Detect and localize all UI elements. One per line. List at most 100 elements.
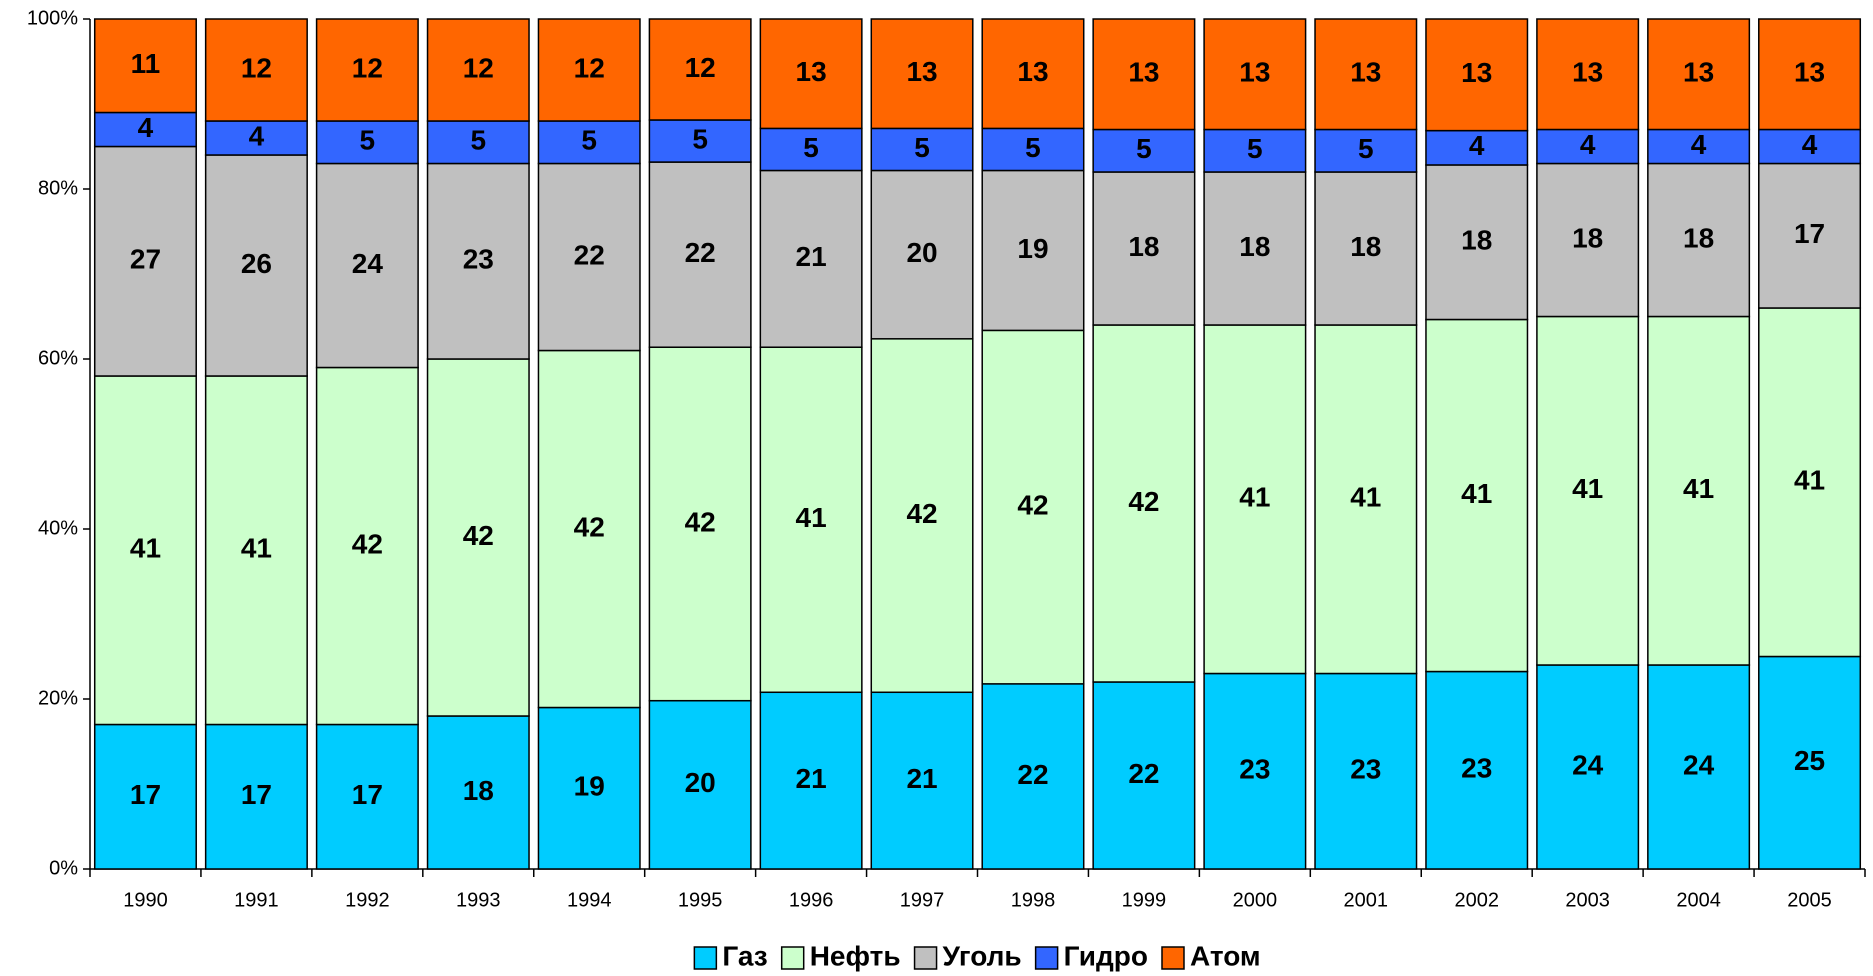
data-label: 4	[249, 120, 265, 151]
bar-segment	[1647, 664, 1751, 870]
data-label: 5	[581, 125, 597, 156]
data-label: 4	[1802, 129, 1818, 160]
x-tick-label: 1991	[234, 889, 279, 911]
data-label: 41	[1350, 482, 1381, 513]
bar-segment	[1647, 162, 1751, 318]
bar-segment	[1536, 18, 1640, 131]
bar-segment	[93, 375, 197, 726]
bar-segment	[981, 329, 1085, 685]
data-label: 4	[138, 112, 154, 143]
bar-segment	[648, 161, 752, 348]
data-label: 13	[1572, 57, 1603, 88]
data-label: 5	[1358, 133, 1374, 164]
data-label: 12	[352, 52, 383, 83]
data-label: 24	[1683, 749, 1715, 780]
bar-segment	[93, 111, 197, 148]
legend-label: Гидро	[1064, 940, 1148, 971]
data-label: 12	[685, 52, 716, 83]
data-label: 4	[1580, 129, 1596, 160]
data-label: 41	[130, 533, 161, 564]
data-label: 22	[685, 237, 716, 268]
bar-segment	[537, 162, 641, 352]
x-tick-label: 1990	[123, 889, 168, 911]
bar-segment	[426, 358, 530, 717]
bar-segment	[981, 169, 1085, 332]
legend-label: Нефть	[810, 940, 901, 971]
x-tick-label: 1997	[900, 889, 945, 911]
data-label: 11	[131, 48, 161, 79]
data-label: 18	[1461, 225, 1492, 256]
y-tick-label: 40%	[38, 517, 78, 539]
data-label: 18	[463, 775, 494, 806]
data-label: 13	[1350, 57, 1381, 88]
data-label: 19	[574, 771, 605, 802]
data-label: 18	[1683, 222, 1714, 253]
legend-swatch	[913, 946, 938, 970]
data-label: 17	[1794, 218, 1825, 249]
bar-segment	[981, 683, 1085, 870]
bar-segment	[204, 18, 308, 122]
bar-segment	[1425, 318, 1529, 673]
bar-segment	[1092, 128, 1196, 173]
bar-segment	[93, 18, 197, 114]
data-label: 21	[796, 241, 827, 272]
data-label: 17	[130, 779, 161, 810]
bar-segment	[1314, 18, 1418, 131]
x-tick-label: 1993	[456, 889, 501, 911]
data-label: 5	[914, 132, 930, 163]
bar-segment	[759, 18, 863, 130]
bar-segment	[1647, 315, 1751, 666]
data-label: 13	[1239, 57, 1270, 88]
bar-segment	[426, 162, 530, 360]
bar-segment	[981, 18, 1085, 130]
data-label: 5	[1025, 132, 1041, 163]
x-tick-label: 2003	[1565, 889, 1610, 911]
data-label: 25	[1794, 745, 1825, 776]
bar-segment	[1203, 171, 1307, 326]
data-label: 23	[1461, 753, 1492, 784]
bar-segment	[426, 18, 530, 122]
data-label: 13	[1128, 57, 1159, 88]
data-label: 12	[463, 52, 494, 83]
x-tick-label: 2002	[1454, 889, 1499, 911]
data-label: 41	[1239, 482, 1270, 513]
y-tick-label: 0%	[49, 857, 78, 879]
data-label: 22	[1017, 759, 1048, 790]
bar-segment	[1203, 18, 1307, 131]
data-label: 13	[906, 56, 937, 87]
bar-segment	[648, 346, 752, 702]
bar-segment	[426, 120, 530, 165]
x-tick-label: 2004	[1676, 889, 1721, 911]
data-label: 5	[692, 123, 708, 154]
legend-label: Газ	[722, 940, 767, 971]
bar-segment	[759, 169, 863, 348]
data-label: 42	[685, 506, 716, 537]
bar-segment	[648, 119, 752, 163]
data-label: 23	[1350, 754, 1381, 785]
data-label: 18	[1572, 222, 1603, 253]
bar-segment	[870, 18, 974, 130]
x-tick-label: 1998	[1011, 889, 1056, 911]
legend-swatch	[780, 946, 805, 970]
x-tick-label: 1994	[567, 889, 612, 911]
legend-swatch	[1034, 946, 1059, 970]
data-label: 22	[1128, 758, 1159, 789]
data-label: 5	[1136, 133, 1152, 164]
bar-segment	[648, 699, 752, 870]
data-label: 21	[796, 763, 827, 794]
data-label: 13	[796, 56, 827, 87]
bar-segment	[1536, 162, 1640, 318]
data-label: 18	[1128, 231, 1159, 262]
y-tick-label: 20%	[38, 687, 78, 709]
bar-segment	[1203, 672, 1307, 870]
bar-segment	[204, 154, 308, 377]
data-label: 5	[1247, 133, 1263, 164]
data-label: 27	[130, 244, 161, 275]
bar-segment	[981, 127, 1085, 172]
bar-segment	[1758, 162, 1862, 309]
data-label: 18	[1239, 231, 1270, 262]
data-label: 19	[1017, 233, 1048, 264]
bar-segment	[870, 169, 974, 340]
bar-segment	[315, 723, 419, 870]
bar-segment	[1314, 128, 1418, 173]
